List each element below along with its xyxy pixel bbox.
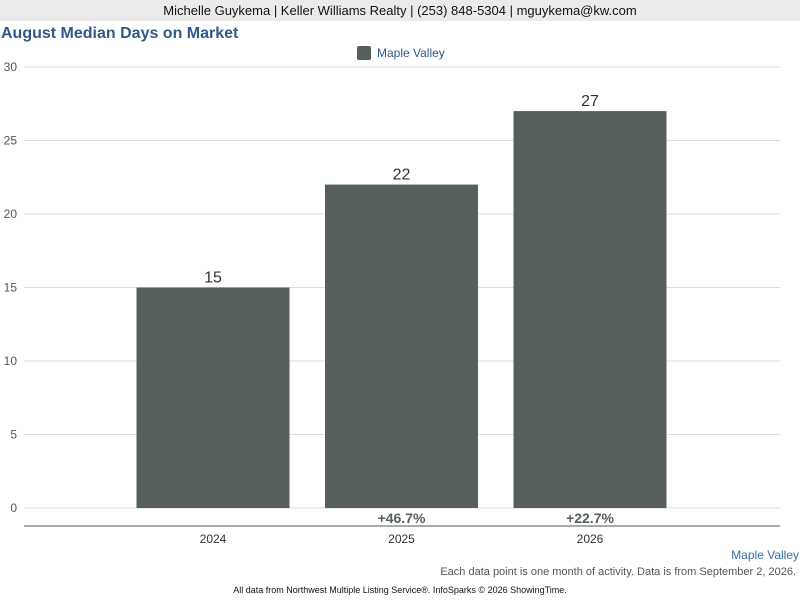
x-tick-label: 2025 <box>388 532 415 546</box>
chart-legend[interactable]: Maple Valley <box>357 46 445 60</box>
data-note: Each data point is one month of activity… <box>440 566 796 578</box>
y-tick-label: 10 <box>4 354 18 368</box>
contact-bar: Michelle Guykema | Keller Williams Realt… <box>0 0 800 21</box>
legend-label: Maple Valley <box>377 46 445 60</box>
legend-swatch <box>357 46 371 60</box>
bar <box>513 111 667 508</box>
bar <box>325 184 478 508</box>
footer-credit: All data from Northwest Multiple Listing… <box>233 585 567 595</box>
x-tick-label: 2026 <box>577 532 604 546</box>
chart-title: August Median Days on Market <box>1 25 239 42</box>
bar-value-label: 22 <box>393 167 411 184</box>
y-tick-label: 0 <box>10 501 17 515</box>
percent-change-label: +46.7% <box>378 510 426 526</box>
bar <box>136 287 290 508</box>
y-tick-label: 25 <box>4 134 18 148</box>
y-tick-label: 15 <box>4 281 18 295</box>
y-tick-label: 20 <box>4 207 18 221</box>
contact-text: Michelle Guykema | Keller Williams Realt… <box>163 3 637 18</box>
bar-value-label: 27 <box>581 93 599 110</box>
bar-value-label: 15 <box>204 270 222 287</box>
region-label: Maple Valley <box>731 548 799 562</box>
y-tick-label: 5 <box>10 428 17 442</box>
x-tick-label: 2024 <box>200 532 227 546</box>
bar-chart: 05101520253015202422+46.7%202527+22.7%20… <box>4 60 780 546</box>
percent-change-label: +22.7% <box>566 510 614 526</box>
y-tick-label: 30 <box>4 60 18 74</box>
